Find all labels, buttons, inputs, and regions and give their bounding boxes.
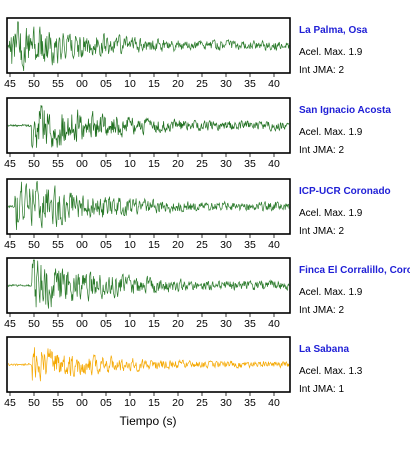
x-tick-label: 25 [196, 239, 208, 251]
x-tick-label: 00 [76, 158, 88, 170]
panel-0: 45 50 55 00 05 10 15 20 25 30 35 40 La Palma, Osa Ace… [4, 17, 368, 90]
x-tick-label: 35 [244, 318, 256, 330]
x-tick-label: 25 [196, 397, 208, 409]
x-tick-label: 45 [4, 78, 16, 90]
x-tick-label: 30 [220, 318, 232, 330]
x-tick-label: 55 [52, 397, 64, 409]
jma-intensity-label: Int JMA: 2 [299, 226, 344, 237]
x-tick-label: 35 [244, 397, 256, 409]
x-tick-label: 40 [268, 239, 280, 251]
panel-2: 45 50 55 00 05 10 15 20 25 30 35 40 ICP-UCR Coronado… [4, 178, 391, 251]
x-tick-label: 05 [100, 239, 112, 251]
x-tick-label: 45 [4, 158, 16, 170]
x-axis-label: Tiempo (s) [120, 414, 177, 428]
x-tick-label: 35 [244, 158, 256, 170]
acel-max-label: Acel. Max. 1.9 [299, 47, 363, 58]
panel-frame [6, 17, 291, 74]
jma-intensity-label: Int JMA: 1 [299, 384, 344, 395]
x-tick-label: 25 [196, 78, 208, 90]
station-name: Finca El Corralillo, Corona [299, 265, 410, 276]
x-tick-label: 25 [196, 318, 208, 330]
x-tick-label: 20 [172, 158, 184, 170]
x-tick-label: 15 [148, 78, 160, 90]
x-tick-label: 20 [172, 78, 184, 90]
x-tick-label: 05 [100, 78, 112, 90]
x-tick-label: 40 [268, 78, 280, 90]
x-tick-label: 50 [28, 397, 40, 409]
x-tick-label: 40 [268, 318, 280, 330]
x-tick-label: 55 [52, 158, 64, 170]
x-tick-label: 45 [4, 397, 16, 409]
acel-max-label: Acel. Max. 1.3 [299, 366, 363, 377]
x-tick-label: 10 [124, 397, 136, 409]
x-tick-label: 45 [4, 318, 16, 330]
x-tick-label: 50 [28, 239, 40, 251]
x-tick-label: 50 [28, 158, 40, 170]
x-tick-label: 15 [148, 158, 160, 170]
x-tick-label: 30 [220, 78, 232, 90]
x-tick-label: 10 [124, 158, 136, 170]
panel-frame [6, 178, 291, 235]
x-tick-label: 35 [244, 239, 256, 251]
jma-intensity-label: Int JMA: 2 [299, 145, 344, 156]
acel-max-label: Acel. Max. 1.9 [299, 127, 363, 138]
x-tick-label: 15 [148, 397, 160, 409]
panel-frame [6, 336, 291, 393]
panel-frame [6, 97, 291, 154]
x-tick-label: 05 [100, 318, 112, 330]
x-tick-label: 55 [52, 78, 64, 90]
x-tick-label: 40 [268, 158, 280, 170]
panel-frame [6, 257, 291, 314]
x-tick-label: 00 [76, 78, 88, 90]
jma-intensity-label: Int JMA: 2 [299, 305, 344, 316]
waveform-1 [7, 105, 290, 149]
panel-1: 45 50 55 00 05 10 15 20 25 30 35 40 San Ignacio Acos… [4, 97, 391, 170]
x-tick-label: 20 [172, 318, 184, 330]
station-name: ICP-UCR Coronado [299, 186, 391, 197]
x-tick-label: 30 [220, 239, 232, 251]
x-tick-label: 10 [124, 318, 136, 330]
x-tick-label: 55 [52, 239, 64, 251]
x-tick-label: 00 [76, 239, 88, 251]
station-name: La Palma, Osa [299, 25, 368, 36]
x-tick-label: 20 [172, 239, 184, 251]
x-tick-label: 05 [100, 397, 112, 409]
x-tick-label: 15 [148, 239, 160, 251]
jma-intensity-label: Int JMA: 2 [299, 65, 344, 76]
waveform-2 [7, 180, 290, 231]
x-tick-label: 00 [76, 397, 88, 409]
x-tick-label: 35 [244, 78, 256, 90]
waveform-3 [7, 259, 290, 309]
x-tick-label: 00 [76, 318, 88, 330]
waveform-0 [7, 21, 290, 72]
x-tick-label: 20 [172, 397, 184, 409]
x-tick-label: 55 [52, 318, 64, 330]
x-tick-label: 15 [148, 318, 160, 330]
waveform-4 [8, 347, 290, 382]
station-name: San Ignacio Acosta [299, 105, 391, 116]
x-tick-label: 45 [4, 239, 16, 251]
x-tick-label: 30 [220, 397, 232, 409]
station-name: La Sabana [299, 344, 349, 355]
panel-4: 45 50 55 00 05 10 15 20 25 30 35 40 La Sabana Acel. M… [4, 336, 363, 409]
x-tick-label: 10 [124, 78, 136, 90]
x-tick-label: 30 [220, 158, 232, 170]
x-tick-label: 25 [196, 158, 208, 170]
x-tick-label: 10 [124, 239, 136, 251]
acel-max-label: Acel. Max. 1.9 [299, 287, 363, 298]
x-tick-label: 50 [28, 78, 40, 90]
x-tick-label: 40 [268, 397, 280, 409]
x-tick-label: 50 [28, 318, 40, 330]
x-tick-label: 05 [100, 158, 112, 170]
panel-3: 45 50 55 00 05 10 15 20 25 30 35 40 Finca El Corrali… [4, 257, 410, 330]
acel-max-label: Acel. Max. 1.9 [299, 208, 363, 219]
